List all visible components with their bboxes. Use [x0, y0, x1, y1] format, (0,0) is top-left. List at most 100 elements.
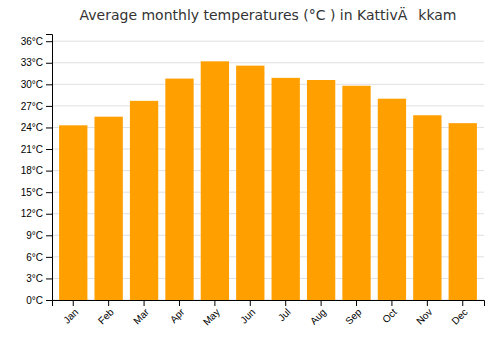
y-tick: 6°C [26, 252, 52, 263]
x-tick-mark [462, 300, 463, 306]
y-tick-label: 27°C [21, 101, 43, 112]
bar [201, 61, 229, 300]
x-tick-mark [321, 300, 322, 306]
y-tick-mark [46, 257, 52, 258]
y-tick-label: 24°C [21, 122, 43, 133]
y-tick-mark [46, 192, 52, 193]
x-tick: Aug [308, 300, 328, 327]
title: Average monthly temperatures (°C ) in Ka… [80, 6, 457, 23]
x-tick-label: Jun [238, 306, 257, 325]
x-tick-label: Sep [343, 306, 364, 327]
x-tick: Dec [449, 300, 469, 327]
x-tick: Oct [380, 300, 399, 325]
bar [378, 99, 406, 300]
y-tick: 27°C [21, 101, 52, 112]
y-tick-mark [46, 278, 52, 279]
x-tick-label: Jan [61, 306, 80, 325]
y-tick-label: 33°C [21, 57, 43, 68]
y-tick: 3°C [26, 273, 52, 284]
y-tick-label: 12°C [21, 208, 43, 219]
bar [272, 78, 300, 300]
x-tick-mark [427, 300, 428, 306]
y-tick: 18°C [21, 165, 52, 176]
x-tick: Sep [343, 300, 364, 327]
grid [52, 41, 484, 300]
x-axis-line [53, 301, 485, 307]
bars [59, 61, 477, 300]
y-tick-mark [46, 127, 52, 128]
x-tick-mark [214, 300, 215, 306]
y-tick-mark [46, 171, 52, 172]
x-tick-mark [108, 300, 109, 306]
x-tick-label: Apr [168, 306, 187, 325]
x-tick-label: Nov [414, 306, 434, 326]
bar [94, 117, 122, 300]
y-tick-label: 18°C [21, 165, 43, 176]
y-tick-label: 6°C [26, 252, 43, 263]
grid-line [52, 41, 484, 42]
x-tick-label: Jul [276, 306, 293, 323]
x-tick-mark [285, 300, 286, 306]
y-tick: 33°C [21, 57, 52, 68]
x-tick-mark [391, 300, 392, 306]
x-tick: Mar [131, 300, 151, 326]
bar [307, 80, 335, 300]
y-tick: 24°C [21, 122, 52, 133]
y-tick-mark [46, 235, 52, 236]
y-tick-label: 30°C [21, 79, 43, 90]
bar [59, 125, 87, 300]
y-tick: 12°C [21, 208, 52, 219]
y-tick: 9°C [26, 230, 52, 241]
chart-svg: 0°C 3°C 6°C 9°C 12°C 15°C 18°C 21°C 24°C 27°C 30°C… [0, 0, 500, 350]
y-tick-label: 21°C [21, 144, 43, 155]
y-tick: 36°C [21, 36, 52, 47]
x-tick-label: Oct [380, 306, 399, 325]
x-tick: Jan [61, 300, 80, 326]
plot-area: 0°C 3°C 6°C 9°C 12°C 15°C 18°C 21°C 24°C 27°C 30°C… [21, 35, 485, 328]
y-tick-mark [46, 149, 52, 150]
y-axis: 0°C 3°C 6°C 9°C 12°C 15°C 18°C 21°C 24°C 27°C 30°C… [21, 35, 53, 306]
y-tick-label: 3°C [26, 273, 43, 284]
y-axis-line [46, 35, 53, 301]
y-tick-label: 9°C [26, 230, 43, 241]
y-tick-mark [46, 41, 52, 42]
bar [449, 123, 477, 300]
bar [342, 86, 370, 300]
x-tick-mark [179, 300, 180, 306]
grid-line [52, 105, 484, 106]
y-tick-mark [46, 106, 52, 107]
bar [236, 66, 264, 300]
x-tick-label: May [201, 306, 222, 327]
y-tick: 30°C [21, 79, 52, 90]
bar [413, 115, 441, 300]
x-tick-label: Feb [96, 306, 116, 326]
x-tick-mark [356, 300, 357, 306]
y-tick-mark [46, 63, 52, 64]
y-tick: 0°C [26, 295, 52, 306]
x-tick: Jul [276, 300, 293, 323]
y-tick-mark [46, 84, 52, 85]
y-tick: 21°C [21, 144, 52, 155]
x-tick-mark [73, 300, 74, 306]
y-tick-mark [46, 300, 52, 301]
x-tick: Feb [96, 300, 116, 326]
x-tick-mark [250, 300, 251, 306]
x-tick: Jun [238, 300, 257, 326]
y-tick-label: 15°C [21, 187, 43, 198]
x-tick: Nov [414, 300, 434, 327]
bar [165, 79, 193, 300]
y-tick: 15°C [21, 187, 52, 198]
x-tick-label: Mar [131, 306, 151, 326]
grid-line [52, 84, 484, 85]
bar [130, 101, 158, 300]
x-axis: Jan Feb Mar Apr May Jun Jul Aug Sep Oct Nov Dec [53, 300, 485, 328]
x-tick: Apr [168, 300, 187, 325]
x-tick-label: Dec [449, 306, 469, 326]
y-tick-mark [46, 214, 52, 215]
y-tick-label: 36°C [21, 36, 43, 47]
y-tick-label: 0°C [26, 295, 43, 306]
x-tick: May [201, 300, 222, 328]
x-tick-mark [144, 300, 145, 306]
x-tick-label: Aug [308, 306, 328, 326]
grid-line [52, 62, 484, 63]
